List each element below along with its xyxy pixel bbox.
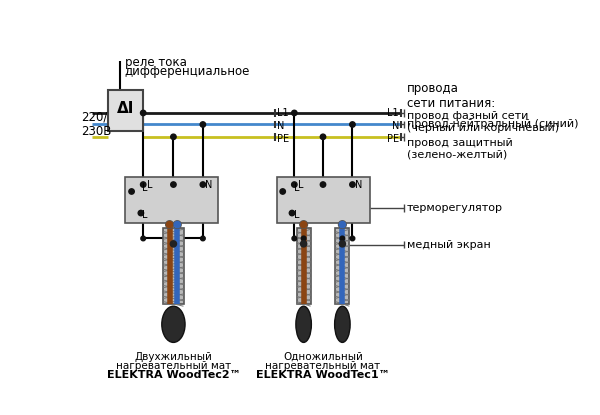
- Text: L: L: [298, 180, 304, 190]
- Circle shape: [301, 241, 307, 247]
- Circle shape: [129, 189, 134, 194]
- Text: 220/
230В: 220/ 230В: [81, 110, 112, 139]
- Text: дифференциальное: дифференциальное: [125, 65, 250, 78]
- Circle shape: [350, 236, 355, 241]
- Text: L: L: [293, 183, 299, 193]
- Circle shape: [173, 221, 181, 228]
- Circle shape: [339, 241, 346, 247]
- Circle shape: [280, 189, 286, 194]
- Circle shape: [138, 210, 143, 216]
- Bar: [163, 228, 184, 304]
- Circle shape: [300, 221, 308, 228]
- Text: терморегулятор: терморегулятор: [407, 203, 503, 212]
- Text: N: N: [205, 180, 212, 190]
- Circle shape: [292, 236, 296, 241]
- Circle shape: [320, 182, 326, 187]
- Text: L: L: [142, 183, 148, 193]
- Circle shape: [166, 222, 173, 228]
- Text: PE: PE: [277, 134, 289, 144]
- Circle shape: [292, 182, 297, 187]
- Text: L1: L1: [388, 107, 399, 117]
- Text: ΔI: ΔI: [116, 101, 134, 116]
- Circle shape: [350, 122, 355, 127]
- Text: провод фазный сети
(черный или коричневый): провод фазный сети (черный или коричневы…: [407, 111, 559, 133]
- Circle shape: [289, 210, 295, 216]
- Text: Одножильный: Одножильный: [283, 352, 363, 361]
- Bar: [296, 228, 311, 304]
- Text: L: L: [147, 180, 152, 190]
- Text: провода
сети питания:: провода сети питания:: [407, 82, 495, 110]
- Circle shape: [140, 182, 146, 187]
- Circle shape: [200, 236, 205, 241]
- Text: ELEKTRA WoodTec1™: ELEKTRA WoodTec1™: [256, 370, 390, 380]
- Circle shape: [174, 222, 181, 228]
- Text: N: N: [355, 180, 362, 190]
- Bar: [277, 177, 370, 223]
- Circle shape: [338, 221, 346, 228]
- Circle shape: [320, 134, 326, 139]
- Text: PE: PE: [387, 134, 399, 144]
- Bar: [335, 228, 349, 304]
- Text: L1: L1: [277, 107, 288, 117]
- Circle shape: [292, 110, 297, 116]
- Ellipse shape: [296, 306, 311, 342]
- Text: Двухжильный: Двухжильный: [134, 352, 212, 361]
- Text: L: L: [142, 210, 148, 220]
- Circle shape: [200, 182, 206, 187]
- Text: N: N: [277, 122, 284, 132]
- Circle shape: [170, 241, 176, 247]
- Circle shape: [301, 222, 307, 228]
- Text: провод нейтральный (синий): провод нейтральный (синий): [407, 120, 578, 129]
- Text: нагревательный мат: нагревательный мат: [265, 361, 380, 371]
- Circle shape: [171, 134, 176, 139]
- Text: N: N: [392, 122, 399, 132]
- Text: провод защитный
(зелено-желтый): провод защитный (зелено-желтый): [407, 138, 512, 160]
- Bar: [107, 90, 143, 131]
- Bar: [125, 177, 218, 223]
- Circle shape: [200, 122, 206, 127]
- Ellipse shape: [162, 306, 185, 342]
- Text: реле тока: реле тока: [125, 56, 187, 69]
- Text: ELEKTRA WoodTec2™: ELEKTRA WoodTec2™: [107, 370, 240, 380]
- Circle shape: [339, 222, 346, 228]
- Ellipse shape: [335, 306, 350, 342]
- Circle shape: [350, 182, 355, 187]
- Text: L: L: [293, 210, 299, 220]
- Circle shape: [301, 236, 306, 241]
- Text: медный экран: медный экран: [407, 239, 490, 249]
- Text: нагревательный мат: нагревательный мат: [116, 361, 231, 371]
- Circle shape: [166, 221, 173, 228]
- Circle shape: [141, 236, 146, 241]
- Circle shape: [140, 110, 146, 116]
- Circle shape: [340, 236, 345, 241]
- Circle shape: [171, 182, 176, 187]
